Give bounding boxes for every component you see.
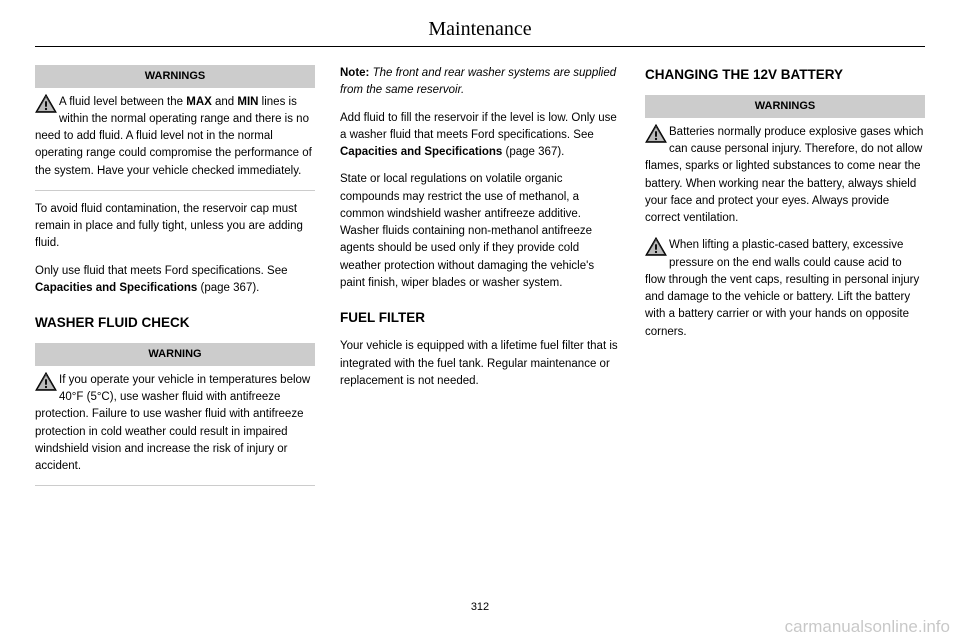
section-title-washer: WASHER FLUID CHECK [35,313,315,333]
note-paragraph: Note: The front and rear washer systems … [340,65,620,100]
warning-icon [645,124,667,144]
manual-page: Maintenance WARNINGS A fluid level betwe… [0,0,960,643]
paragraph: To avoid fluid contamination, the reserv… [35,201,315,253]
warning-text: Batteries normally produce explosive gas… [645,126,923,224]
warning-icon [35,94,57,114]
warning-block: A fluid level between the MAX and MIN li… [35,94,315,180]
warning-block: If you operate your vehicle in temperatu… [35,372,315,476]
header-rule [35,46,925,47]
warning-block: Batteries normally produce explosive gas… [645,124,925,228]
paragraph: Add fluid to fill the reservoir if the l… [340,110,620,162]
page-number: 312 [0,601,960,613]
warning-icon [645,237,667,257]
section-title-fuel-filter: FUEL FILTER [340,308,620,328]
column-1: WARNINGS A fluid level between the MAX a… [35,65,315,496]
paragraph: Your vehicle is equipped with a lifetime… [340,338,620,390]
column-3: CHANGING THE 12V BATTERY WARNINGS Batter… [645,65,925,496]
warning-rule [35,485,315,486]
warning-text: If you operate your vehicle in temperatu… [35,374,310,472]
warning-text: When lifting a plastic-cased battery, ex… [645,239,919,337]
page-title: Maintenance [35,18,925,41]
warning-block: When lifting a plastic-cased battery, ex… [645,237,925,341]
warnings-header: WARNINGS [645,95,925,118]
watermark: carmanualsonline.info [785,617,950,637]
paragraph: Only use fluid that meets Ford specifica… [35,263,315,298]
warning-rule [35,190,315,191]
warning-icon [35,372,57,392]
warning-text: A fluid level between the MAX and MIN li… [35,96,312,177]
paragraph: State or local regulations on volatile o… [340,171,620,292]
content-columns: WARNINGS A fluid level between the MAX a… [35,65,925,496]
warning-header: WARNING [35,343,315,366]
warnings-header: WARNINGS [35,65,315,88]
column-2: Note: The front and rear washer systems … [340,65,620,496]
section-title-battery: CHANGING THE 12V BATTERY [645,65,925,85]
